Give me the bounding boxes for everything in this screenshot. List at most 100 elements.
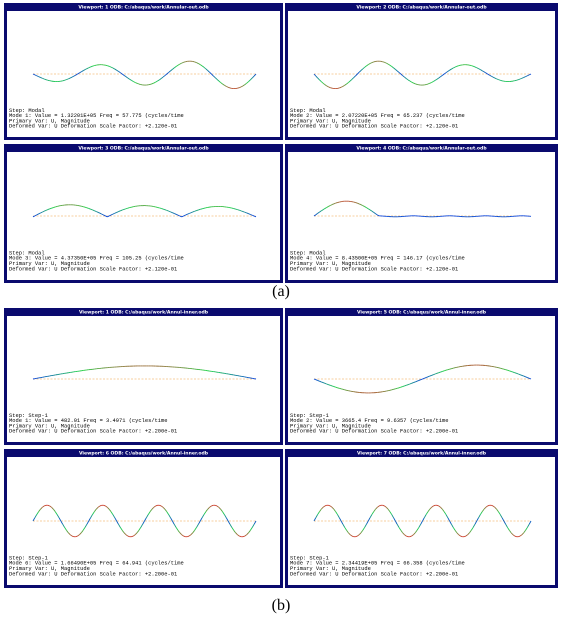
viewport-header: Viewport: 7 ODB: C:/abaqus/work/Annul-in…	[357, 451, 487, 457]
viewport: Step: Step-1Mode 2: Value = 3665.4 Freq …	[288, 316, 555, 442]
mode-shape	[450, 369, 452, 370]
mode-shape	[517, 373, 519, 374]
mode-shape	[107, 66, 109, 67]
mode-shape	[500, 80, 502, 81]
mode-shape	[408, 384, 410, 385]
mode-shape	[228, 87, 230, 88]
mode-shape	[383, 505, 385, 506]
mode-shape	[397, 388, 399, 389]
info-line: Deformed Var: U Deformation Scale Factor…	[9, 266, 177, 272]
info-line: Deformed Var: U Deformation Scale Factor…	[290, 571, 458, 577]
mode-shape	[332, 386, 334, 387]
viewport-header: Viewport: 3 ODB: C:/abaqus/work/Annular-…	[78, 146, 209, 152]
mode-shape	[330, 88, 332, 89]
mode-shape	[200, 209, 202, 210]
mode-shape	[395, 388, 397, 389]
figure: Viewport: 1 ODB: C:/abaqus/work/Annular-…	[0, 0, 562, 624]
viewport-header: Viewport: 1 ODB: C:/abaqus/work/Annul-in…	[79, 310, 209, 316]
viewport: Step: ModalMode 2: Value = 2.07220E+05 F…	[288, 11, 555, 137]
mode-shape	[403, 386, 405, 387]
mode-shape	[399, 387, 401, 388]
mode-shape	[55, 206, 57, 207]
viewport-header: Viewport: 6 ODB: C:/abaqus/work/Annul-in…	[79, 451, 209, 457]
mode-shape	[515, 373, 517, 374]
mode-shape	[354, 202, 356, 203]
mode-shape	[184, 62, 186, 63]
mode-shape	[460, 536, 462, 537]
panel-caption: (a)	[272, 283, 290, 300]
mode-shape	[325, 505, 327, 506]
mode-shape	[150, 84, 152, 85]
mode-shape	[502, 369, 504, 370]
mode-shape	[401, 387, 403, 388]
mode-shape	[161, 208, 163, 209]
mode-shape	[518, 374, 520, 375]
mode-shape	[139, 84, 141, 85]
mode-shape	[509, 371, 511, 372]
mode-shape	[327, 384, 329, 385]
info-line: Deformed Var: U Deformation Scale Factor…	[290, 124, 458, 130]
mode-shape	[52, 208, 54, 209]
mode-shape	[441, 371, 443, 372]
mode-shape	[330, 385, 332, 386]
mode-shape	[339, 388, 341, 389]
mode-shape	[517, 80, 519, 81]
mode-shape	[446, 370, 448, 371]
mode-shape	[126, 208, 128, 209]
mode-shape	[356, 536, 358, 537]
mode-shape	[46, 80, 48, 81]
mode-shape	[124, 209, 126, 210]
mode-shape	[237, 88, 239, 89]
mode-shape	[406, 536, 408, 537]
mode-shape	[415, 84, 417, 85]
mode-shape	[334, 387, 336, 388]
mode-shape	[488, 505, 490, 506]
mode-shape	[410, 383, 412, 384]
mode-shape	[439, 372, 441, 373]
mode-shape	[239, 210, 241, 211]
mode-shape	[518, 536, 520, 537]
info-line: Deformed Var: U Deformation Scale Factor…	[290, 429, 458, 435]
viewport-header: Viewport: 5 ODB: C:/abaqus/work/Annul-in…	[357, 310, 487, 316]
mode-shape	[236, 209, 238, 210]
mode-shape	[433, 505, 435, 506]
mode-shape	[506, 370, 508, 371]
mode-shape	[352, 536, 354, 537]
mode-shape	[507, 370, 509, 371]
panel-caption: (b)	[272, 597, 291, 614]
info-line: Deformed Var: U Deformation Scale Factor…	[9, 571, 177, 577]
mode-shape	[336, 387, 338, 388]
mode-shape	[435, 373, 437, 374]
mode-shape	[163, 209, 165, 210]
mode-shape	[504, 369, 506, 370]
mode-shape	[159, 208, 161, 209]
mode-shape	[464, 536, 466, 537]
mode-shape	[83, 207, 85, 208]
mode-shape	[234, 209, 236, 210]
mode-shape	[197, 210, 199, 211]
viewport-header: Viewport: 2 ODB: C:/abaqus/work/Annular-…	[356, 5, 487, 11]
mode-shape	[336, 203, 338, 204]
mode-shape	[339, 87, 341, 88]
viewport: Step: Step-1Mode 7: Value = 2.34419E+05 …	[288, 457, 555, 585]
mode-shape	[53, 207, 55, 208]
mode-shape	[406, 385, 408, 386]
mode-shape	[515, 536, 517, 537]
mode-shape	[437, 373, 439, 374]
mode-shape	[457, 66, 459, 67]
info-line: Deformed Var: U Deformation Scale Factor…	[9, 429, 177, 435]
mode-shape	[328, 385, 330, 386]
viewport: Step: ModalMode 1: Value = 1.32201E+05 F…	[7, 11, 280, 137]
mode-shape	[437, 505, 439, 506]
mode-shape	[85, 207, 87, 208]
info-line: Deformed Var: U Deformation Scale Factor…	[9, 124, 177, 130]
mode-shape	[87, 208, 89, 209]
mode-shape	[379, 505, 381, 506]
mode-shape	[471, 66, 473, 67]
mode-shape	[328, 505, 330, 506]
mode-shape	[404, 385, 406, 386]
mode-shape	[498, 80, 500, 81]
mode-shape	[128, 208, 130, 209]
mode-shape	[44, 79, 46, 80]
mode-shape	[92, 66, 94, 67]
